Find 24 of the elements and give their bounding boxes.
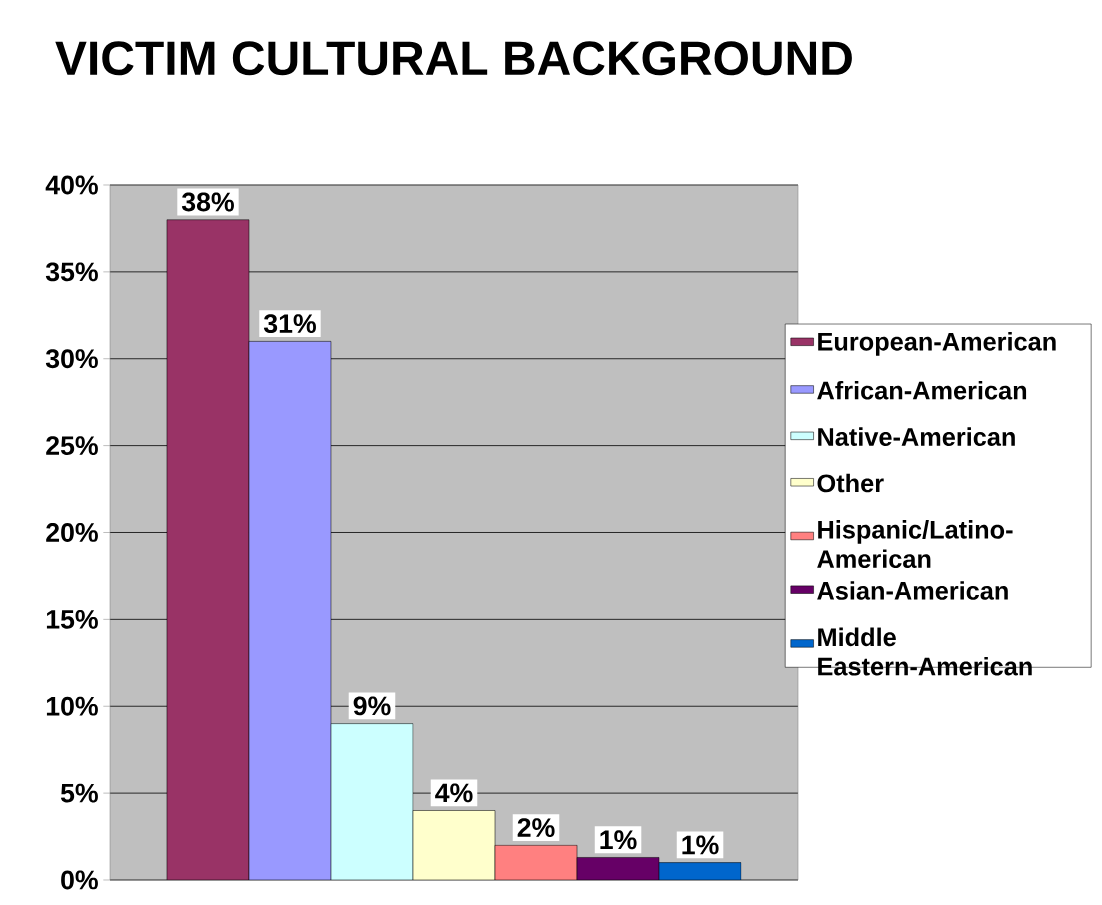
y-tick-label: 30% bbox=[45, 349, 98, 369]
legend-label: Other bbox=[817, 473, 884, 493]
legend-label: African-American bbox=[817, 380, 1027, 400]
data-label: 38% bbox=[181, 192, 234, 212]
data-label: 31% bbox=[263, 314, 316, 334]
legend-label: Asian-American bbox=[817, 581, 1008, 600]
data-label: 1% bbox=[682, 835, 719, 855]
legend-label: European-American bbox=[818, 332, 1056, 356]
y-tick-label: 10% bbox=[46, 696, 98, 716]
legend-label: Native-American bbox=[818, 427, 1015, 446]
data-label: 9% bbox=[353, 696, 391, 716]
data-label: 2% bbox=[517, 818, 555, 837]
y-tick-label: 25% bbox=[46, 436, 98, 456]
y-tick-label: 20% bbox=[46, 523, 98, 542]
y-tick-label: 35% bbox=[45, 262, 98, 282]
y-tick-label: 40% bbox=[45, 175, 98, 195]
y-tick-label: 0% bbox=[61, 870, 98, 890]
chart-title: VICTIM CULTURAL BACKGROUND bbox=[55, 41, 852, 76]
legend-label: Hispanic/Latino-American bbox=[817, 520, 1013, 569]
legend-label: Middle Eastern-American bbox=[818, 627, 1032, 676]
data-label: 4% bbox=[435, 783, 473, 803]
y-tick-label: 5% bbox=[60, 783, 98, 803]
data-label: 1% bbox=[600, 830, 637, 850]
y-tick-label: 15% bbox=[46, 609, 98, 629]
